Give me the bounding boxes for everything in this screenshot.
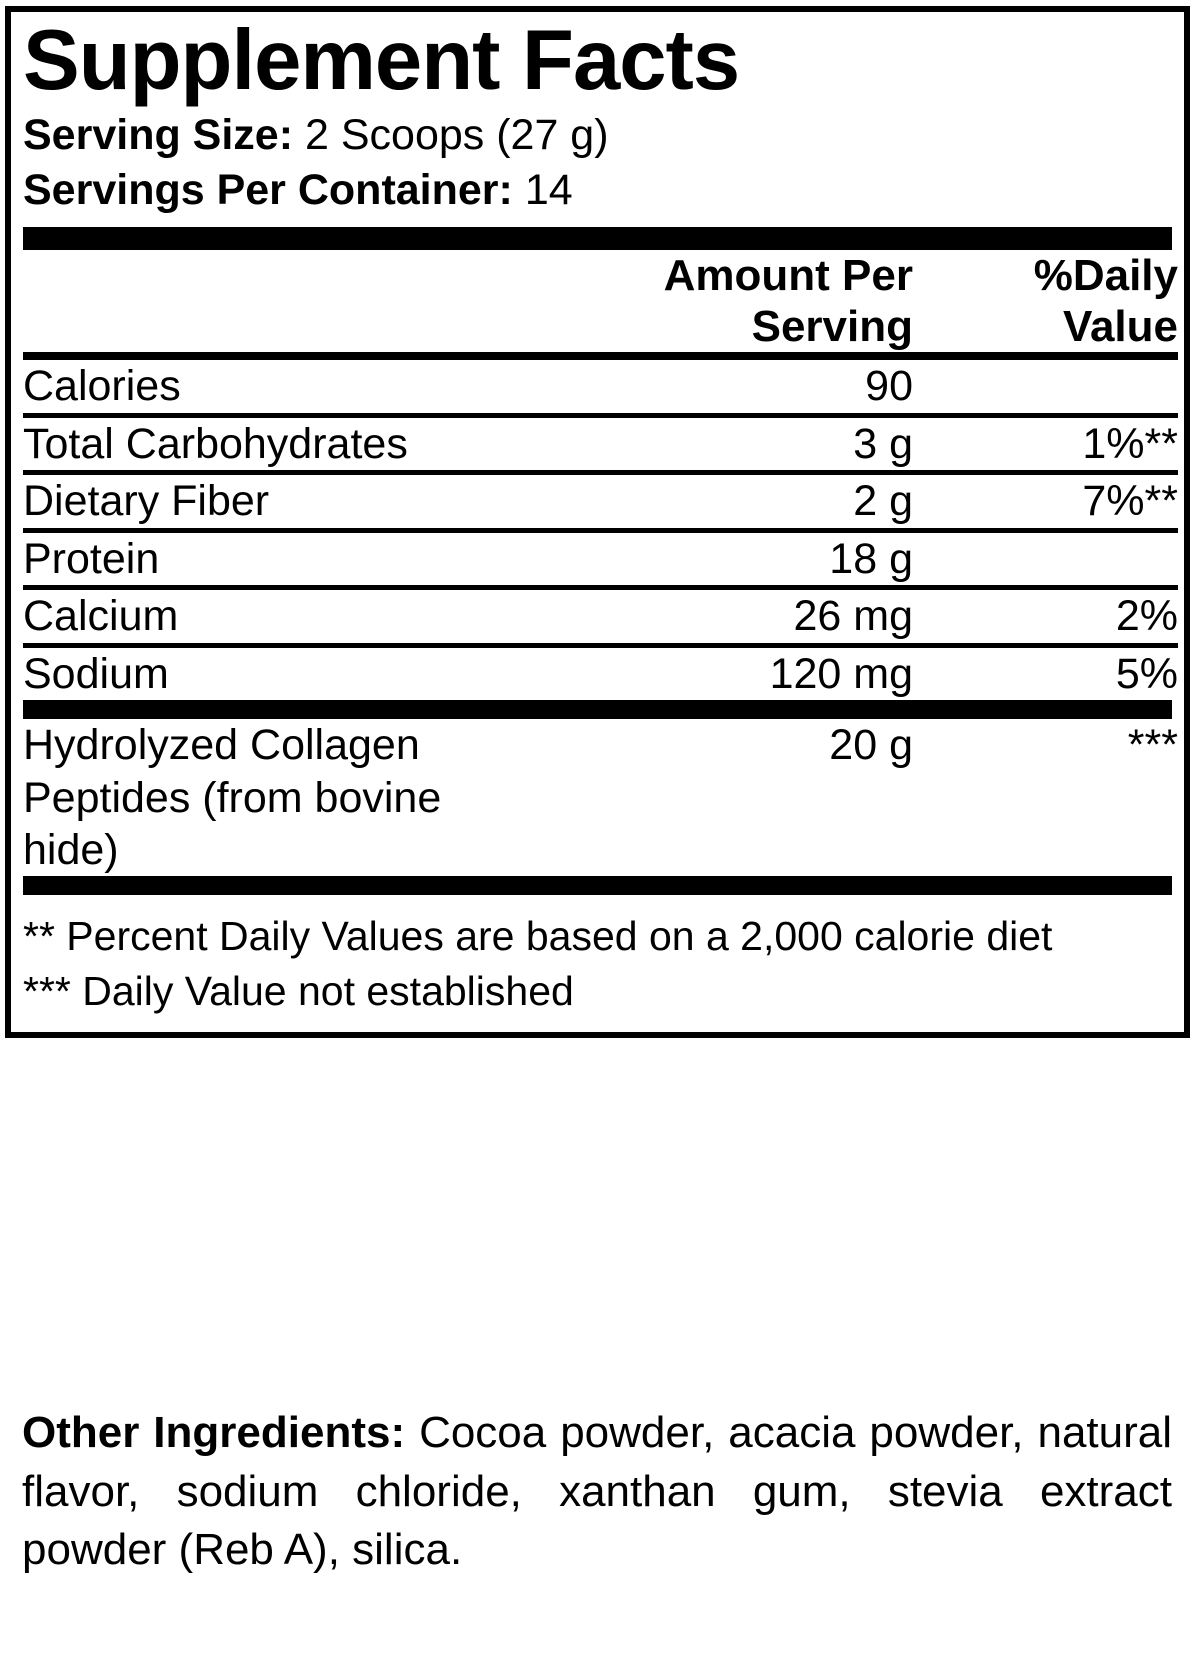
row-amount-protein: 18 g [829,534,913,583]
row-amount-dietary-fiber: 2 g [853,477,913,526]
other-ingredients-text: Cocoa powder, acacia powder, natural fla… [22,1408,1173,1575]
table-row: Sodium 120 mg 5% [23,648,1178,700]
row-dv-sodium: 5% [1115,649,1178,698]
header-amount-line1: Amount Per [663,251,913,301]
row-name-calories: Calories [23,362,181,411]
table-row: Hydrolyzed Collagen Peptides (from bovin… [23,719,1178,876]
footnotes-block: ** Percent Daily Values are based on a 2… [23,895,1172,1022]
row-dv-hydrolyzed-collagen: *** [1127,721,1178,770]
nutrition-table: Amount Per Serving %Daily Value Calories… [23,250,1178,700]
rule-light [23,470,1178,476]
collagen-name-line1: Hydrolyzed Collagen [23,721,420,770]
row-amount-hydrolyzed-collagen: 20 g [829,721,913,770]
serving-size-line: Serving Size: 2 Scoops (27 g) [23,108,1172,163]
row-name-dietary-fiber: Dietary Fiber [23,477,270,526]
table-row: Calcium 26 mg 2% [23,590,1178,642]
table-row: Dietary Fiber 2 g 7%** [23,475,1178,527]
rule-heavy [23,352,1178,361]
proprietary-divider-bar [23,700,1172,720]
rule-light [23,585,1178,591]
servings-per-container-line: Servings Per Container: 14 [23,163,1172,218]
other-ingredients-heading: Other Ingredients: [22,1408,406,1457]
servings-per-container-label: Servings Per Container: [23,165,513,214]
rule-light [23,412,1178,418]
row-dv-protein [913,533,1178,585]
row-rule [23,585,1178,591]
header-amount-per-serving: Amount Per Serving [543,250,913,352]
row-amount-calcium: 26 mg [793,592,913,641]
row-rule [23,470,1178,476]
header-dv-line1: %Daily [1033,251,1178,301]
rule-after-header [23,352,1178,361]
rule-light [23,527,1178,533]
supplement-facts-panel: Supplement Facts Serving Size: 2 Scoops … [5,6,1190,1039]
rule-light [23,642,1178,648]
row-name-hydrolyzed-collagen: Hydrolyzed Collagen Peptides (from bovin… [23,719,543,876]
header-dv-line2: Value [1063,302,1178,352]
row-dv-total-carbohydrates: 1%** [1082,419,1178,468]
table-header-row: Amount Per Serving %Daily Value [23,250,1178,352]
serving-size-label: Serving Size: [23,111,294,160]
row-name-sodium: Sodium [23,649,169,698]
row-dv-calcium: 2% [1115,592,1178,641]
row-name-total-carbohydrates: Total Carbohydrates [23,419,408,468]
footnote-daily-values: ** Percent Daily Values are based on a 2… [23,913,1053,960]
row-rule [23,412,1178,418]
servings-per-container-value: 14 [524,165,573,214]
row-amount-sodium: 120 mg [769,649,913,698]
table-row: Total Carbohydrates 3 g 1%** [23,418,1178,470]
serving-size-value: 2 Scoops (27 g) [304,111,609,160]
row-dv-calories [913,360,1178,412]
row-rule [23,527,1178,533]
header-daily-value: %Daily Value [913,250,1178,352]
table-row: Protein 18 g [23,533,1178,585]
row-name-calcium: Calcium [23,592,179,641]
proprietary-table: Hydrolyzed Collagen Peptides (from bovin… [23,719,1178,876]
row-rule [23,642,1178,648]
header-spacer-cell [23,250,543,352]
other-ingredients-block: Other Ingredients: Cocoa powder, acacia … [22,1404,1172,1580]
collagen-name-line2: Peptides (from bovine hide) [23,773,442,874]
header-amount-line2: Serving [751,302,913,352]
row-amount-total-carbohydrates: 3 g [853,419,913,468]
table-row: Calories 90 [23,360,1178,412]
page-title: Supplement Facts [23,13,740,108]
footnote-dv-not-established: *** Daily Value not established [23,967,574,1014]
footnote-divider-bar [23,876,1172,896]
row-amount-calories: 90 [865,362,913,411]
row-name-protein: Protein [23,534,160,583]
header-divider-bar [23,227,1172,251]
row-dv-dietary-fiber: 7%** [1082,477,1178,526]
